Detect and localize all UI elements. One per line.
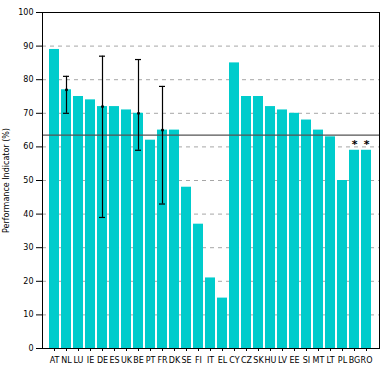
svg-text:FI: FI (195, 356, 202, 365)
svg-text:RO: RO (361, 356, 373, 365)
svg-text:PL: PL (338, 356, 348, 365)
svg-text:40: 40 (23, 210, 33, 219)
svg-text:IE: IE (87, 356, 94, 365)
svg-text:20: 20 (23, 277, 33, 286)
svg-text:CZ: CZ (241, 356, 253, 365)
svg-text:DE: DE (97, 356, 108, 365)
svg-text:PT: PT (146, 356, 156, 365)
svg-text:Performance Indicator (%): Performance Indicator (%) (2, 128, 11, 233)
svg-text:*: * (352, 138, 358, 151)
svg-text:*: * (364, 138, 370, 151)
svg-text:EL: EL (218, 356, 228, 365)
svg-text:90: 90 (23, 42, 33, 51)
svg-text:SE: SE (181, 356, 191, 365)
svg-text:LT: LT (326, 356, 334, 365)
svg-text:IT: IT (207, 356, 214, 365)
svg-text:100: 100 (18, 8, 33, 17)
svg-text:CY: CY (229, 356, 239, 365)
svg-text:BE: BE (133, 356, 144, 365)
svg-text:AT: AT (50, 356, 60, 365)
svg-text:70: 70 (23, 109, 33, 118)
svg-text:80: 80 (23, 75, 33, 84)
svg-text:HU: HU (265, 356, 277, 365)
svg-text:EE: EE (289, 356, 299, 365)
svg-text:30: 30 (23, 243, 33, 252)
svg-text:LU: LU (74, 356, 84, 365)
svg-text:UK: UK (121, 356, 133, 365)
svg-text:SI: SI (303, 356, 310, 365)
svg-text:BG: BG (349, 356, 361, 365)
svg-text:DK: DK (169, 356, 181, 365)
svg-text:60: 60 (23, 142, 33, 151)
svg-text:SK: SK (253, 356, 264, 365)
svg-text:ES: ES (109, 356, 119, 365)
svg-text:FR: FR (157, 356, 168, 365)
svg-text:50: 50 (23, 176, 33, 185)
svg-text:MT: MT (313, 356, 325, 365)
svg-text:0: 0 (28, 344, 33, 353)
svg-text:NL: NL (61, 356, 72, 365)
svg-text:LV: LV (278, 356, 288, 365)
svg-text:10: 10 (23, 310, 33, 319)
